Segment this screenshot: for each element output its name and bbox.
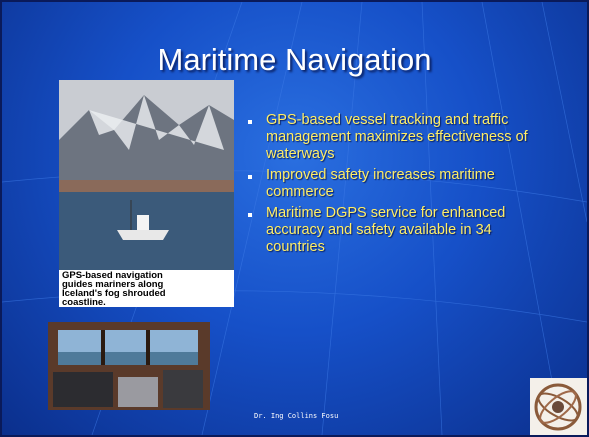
bullet: Improved safety increases maritime comme… [246, 167, 546, 201]
slide-title: Maritime Navigation [157, 42, 432, 77]
footer: Dr. Ing Collins Fosu [254, 412, 339, 420]
photo-bridge [48, 322, 210, 410]
logo [530, 378, 587, 435]
bullet: GPS-based vessel tracking and traffic ma… [246, 112, 546, 163]
photo-harbor [59, 80, 234, 270]
caption-line: GPS-based navigation [62, 270, 163, 281]
photo-caption: GPS-based navigation guides mariners alo… [59, 270, 234, 307]
caption-line: guides mariners along [62, 279, 164, 290]
caption-line: Iceland's fog shrouded [62, 288, 166, 299]
bullet: Maritime DGPS service for enhanced accur… [246, 205, 546, 256]
bullet-list: GPS-based vessel tracking and traffic ma… [246, 112, 546, 260]
caption-line: coastline. [62, 297, 106, 308]
